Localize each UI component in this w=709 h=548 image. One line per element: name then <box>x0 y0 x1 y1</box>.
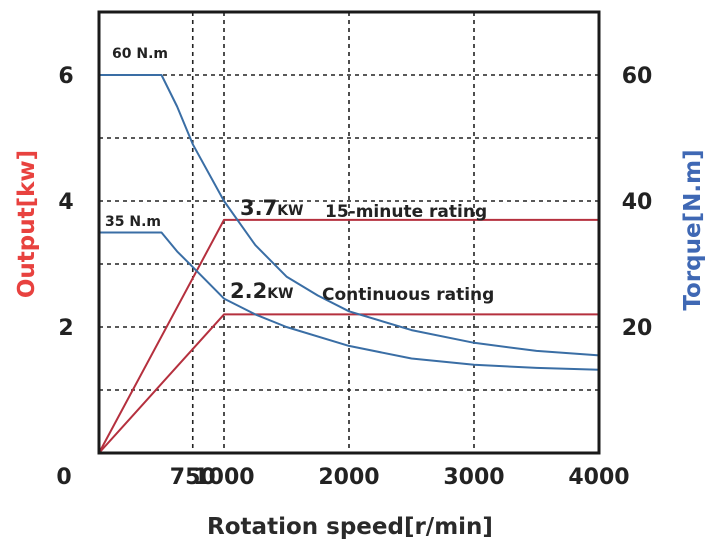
torque-continuous-annotation: 35 N.m <box>105 214 161 230</box>
x-axis-title: Rotation speed[r/min] <box>207 514 493 540</box>
x-tick-label: 3000 <box>443 465 504 490</box>
x-tick-label: 4000 <box>568 465 629 490</box>
y-right-tick-label: 20 <box>622 316 653 341</box>
torque-curve-3 <box>99 231 600 371</box>
power-continuous-label: Continuous rating <box>322 285 494 305</box>
y-right-tick-label: 40 <box>622 190 653 215</box>
y-left-tick-label: 6 <box>58 64 73 89</box>
power-continuous-value: 2.2 <box>230 279 267 303</box>
grid-lines <box>99 12 599 453</box>
output-curve-1 <box>98 313 599 454</box>
output-curve-0 <box>98 218 599 454</box>
y-left-tick-label: 2 <box>58 316 73 341</box>
x-tick-label: 2000 <box>318 465 379 490</box>
y-axis-left-title: Output[kw] <box>14 150 40 298</box>
x-tick-label: 750 <box>170 465 216 490</box>
y-axis-right-title: Torque[N.m] <box>680 149 706 310</box>
torque-curve-2 <box>99 74 600 357</box>
y-left-tick-label: 4 <box>58 190 73 215</box>
power-15min-label: 15-minute rating <box>325 202 487 222</box>
origin-label: 0 <box>56 465 71 490</box>
series-lines <box>98 74 600 454</box>
y-right-tick-label: 60 <box>622 64 653 89</box>
power-continuous-annotation: 2.2KW <box>230 279 294 303</box>
x-tick-label: 1000 <box>193 465 254 490</box>
torque-max-annotation: 60 N.m <box>112 46 168 62</box>
power-continuous-unit: KW <box>267 286 293 302</box>
power-15min-unit: KW <box>277 203 303 219</box>
plot-frame <box>97 10 601 455</box>
power-15min-annotation: 3.7KW <box>240 196 304 220</box>
power-15min-value: 3.7 <box>240 196 277 220</box>
